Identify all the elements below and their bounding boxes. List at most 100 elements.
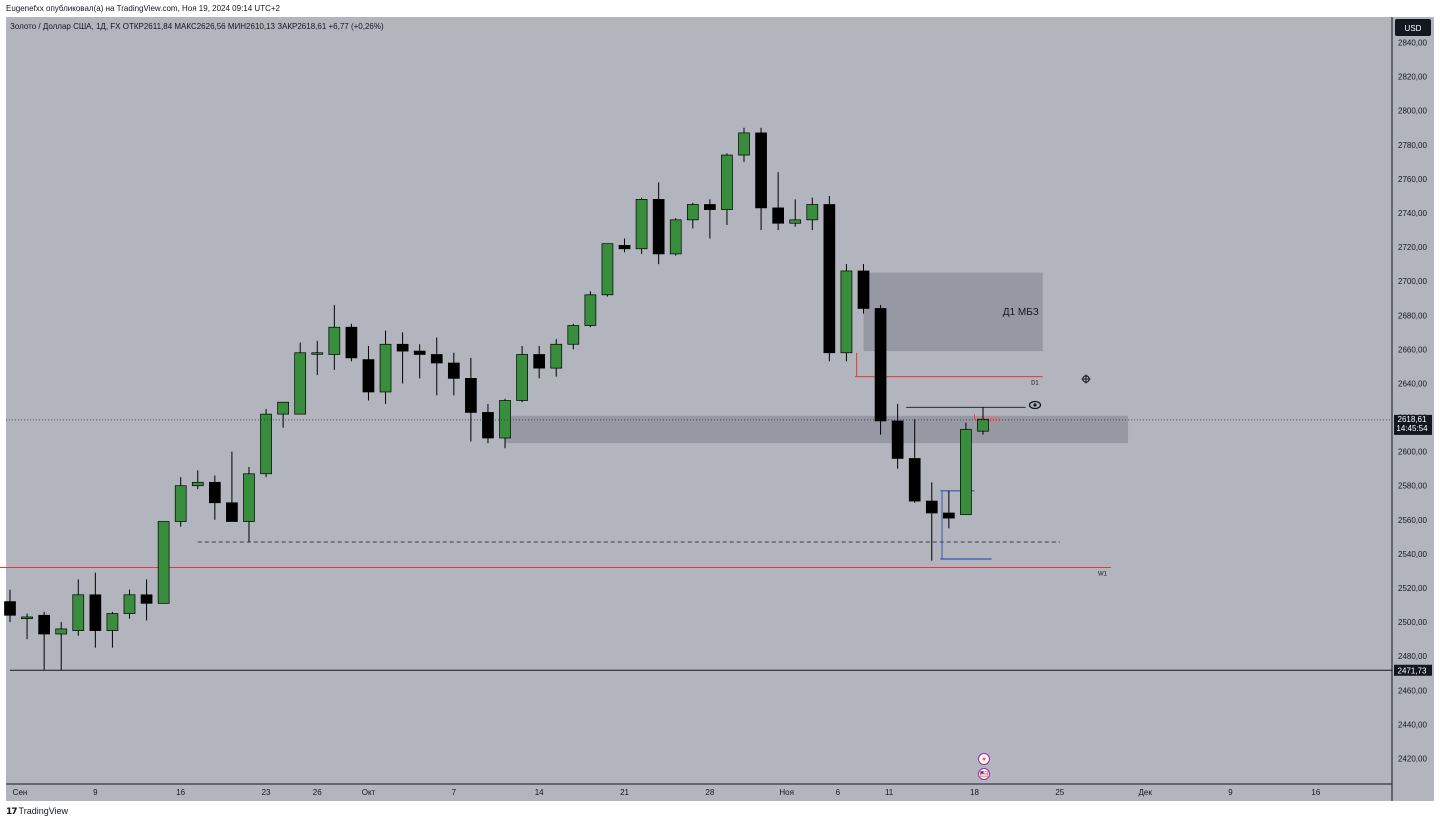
- time-tick-label: 23: [262, 788, 271, 797]
- candle-body: [977, 418, 989, 432]
- candle-55: [942, 490, 955, 529]
- candle-body: [413, 350, 426, 355]
- candle-8: [140, 579, 153, 621]
- time-tick-label: 14: [535, 788, 544, 797]
- candle-52: [891, 403, 904, 469]
- candle-body: [328, 326, 341, 355]
- price-tick-label: 2440,00: [1398, 720, 1427, 729]
- marked-level-value: 2471,73: [1398, 666, 1427, 675]
- candle-body: [601, 243, 614, 296]
- candle-body: [140, 594, 153, 604]
- candle-10: [174, 477, 187, 527]
- candle-54: [925, 482, 938, 561]
- candle-47: [806, 197, 819, 231]
- eye-icon[interactable]: [1028, 400, 1042, 410]
- time-tick-label: Окт: [362, 788, 376, 797]
- price-tick-label: 2500,00: [1398, 618, 1427, 627]
- price-tick-label: 2480,00: [1398, 652, 1427, 661]
- candle-body: [516, 354, 528, 401]
- candle-32: [550, 339, 563, 377]
- time-tick-label: 18: [970, 788, 979, 797]
- candle-13: [226, 451, 238, 522]
- zone-0: [863, 272, 1043, 352]
- us-flag-event-icon[interactable]: [978, 768, 990, 780]
- candle-body: [857, 270, 870, 309]
- candle-34: [584, 291, 597, 328]
- price-tick-label: 2680,00: [1398, 311, 1427, 320]
- candle-body: [174, 485, 187, 522]
- candle-body: [942, 512, 955, 519]
- time-tick-label: 16: [1311, 788, 1320, 797]
- candle-body: [669, 219, 682, 255]
- time-tick-label: Сен: [13, 788, 28, 797]
- candle-body: [447, 362, 460, 379]
- candle-body: [106, 613, 119, 631]
- candle-body: [396, 343, 409, 352]
- price-axis[interactable]: 2420,00 2440,00 2460,00 2480,00 2500,00 2520,…: [1398, 39, 1427, 764]
- candle-45: [772, 172, 785, 231]
- crosshair-icon[interactable]: [1081, 374, 1091, 384]
- candle-12: [208, 475, 221, 520]
- time-tick-label: 11: [885, 788, 894, 797]
- price-tick-label: 2460,00: [1398, 686, 1427, 695]
- candle-body: [635, 199, 648, 250]
- candle-body: [260, 413, 272, 475]
- candle-41: [704, 199, 716, 239]
- candle-body: [840, 270, 853, 354]
- candle-body: [891, 420, 904, 459]
- candle-body: [738, 132, 750, 156]
- time-tick-label: Дек: [1138, 788, 1152, 797]
- candle-body: [823, 204, 836, 354]
- candle-46: [789, 199, 802, 227]
- candle-body: [362, 359, 375, 393]
- candle-body: [550, 343, 563, 369]
- time-tick-label: 26: [313, 788, 322, 797]
- candle-body: [772, 207, 785, 224]
- price-tick-label: 2640,00: [1398, 379, 1427, 388]
- candle-body: [499, 400, 511, 439]
- tradingview-logo[interactable]: 17 TradingView: [6, 806, 68, 817]
- candle-30: [516, 345, 528, 403]
- candle-51: [874, 305, 887, 435]
- candles-layer: [4, 127, 989, 670]
- footer-bar: [0, 801, 1440, 823]
- candle-body: [277, 401, 289, 415]
- candle-0: [4, 589, 16, 623]
- candle-11: [191, 470, 204, 490]
- currency-label: USD: [1405, 24, 1422, 33]
- candle-21: [362, 345, 375, 401]
- price-tick-label: 2420,00: [1398, 754, 1427, 763]
- price-tick-label: 2740,00: [1398, 209, 1427, 218]
- candle-body: [874, 308, 887, 422]
- price-tick-label: 2600,00: [1398, 448, 1427, 457]
- chart-legend: Золото / Доллар США, 1Д, FX ОТКР2611,84 …: [10, 22, 384, 31]
- candle-body: [345, 326, 358, 359]
- candle-3: [55, 622, 68, 670]
- price-tick-label: 2580,00: [1398, 482, 1427, 491]
- candle-15: [260, 409, 272, 478]
- currency-button[interactable]: USD: [1395, 19, 1431, 36]
- candle-body: [704, 204, 716, 210]
- candle-23: [396, 332, 409, 384]
- published-by-text: Eugenefxx опубликовал(а) на TradingView.…: [6, 4, 280, 13]
- candle-body: [157, 521, 170, 604]
- tradingview-mark: 17: [6, 807, 17, 817]
- time-axis-background[interactable]: [6, 784, 1392, 801]
- current-price-tag: 2618,61 14:45:54: [1394, 414, 1432, 435]
- candle-2: [38, 611, 50, 670]
- candle-body: [55, 628, 68, 635]
- candle-19: [328, 305, 341, 370]
- candle-body: [960, 429, 972, 516]
- lightning-event-icon[interactable]: [978, 753, 990, 765]
- candle-body: [721, 154, 733, 210]
- candle-body: [4, 601, 16, 616]
- time-tick-label: 7: [452, 788, 457, 797]
- candle-body: [618, 245, 631, 250]
- time-axis[interactable]: Сен 9 16 23 26 Окт 7 14 21 28 Ноя 6 11 18 25 Дек 9 16: [13, 788, 1321, 797]
- candle-36: [618, 238, 631, 253]
- price-axis-background[interactable]: [1392, 17, 1434, 801]
- zones-layer: Д1 МБЗ: [505, 272, 1129, 444]
- candle-body: [482, 412, 494, 439]
- marked-level-tag: 2471,73: [1394, 664, 1432, 676]
